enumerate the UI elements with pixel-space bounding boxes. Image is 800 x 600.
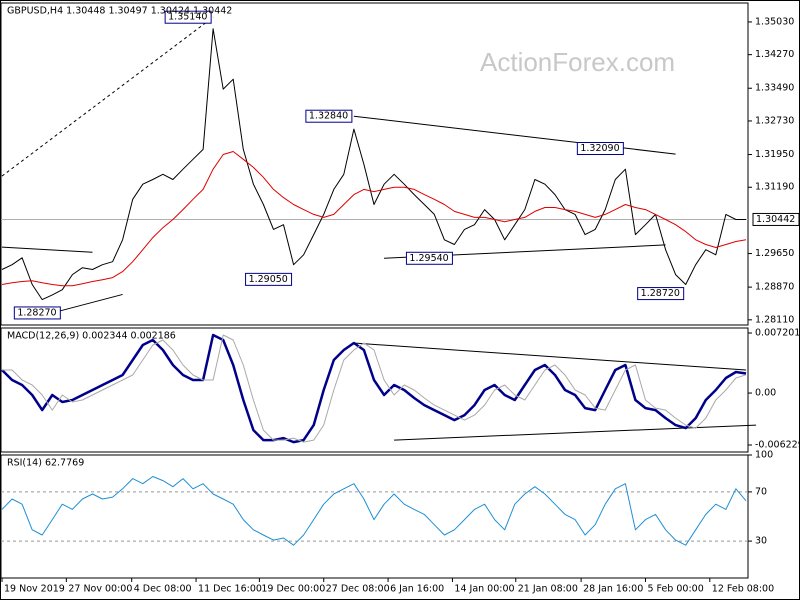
y-tick-label: 1.28110 xyxy=(755,314,794,325)
panel-title: MACD(12,26,9) 0.002344 0.002186 xyxy=(7,331,176,342)
panel-title: GBPUSD,H4 1.30448 1.30497 1.30424 1.3044… xyxy=(7,6,232,17)
x-tick-label: 28 Jan 16:00 xyxy=(583,584,643,595)
x-tick-label: 12 Feb 08:00 xyxy=(712,584,774,595)
annotation-box xyxy=(245,272,293,286)
annotation-label: 1.32090 xyxy=(580,143,619,154)
series-line xyxy=(1,151,747,287)
y-tick-label: 1.32730 xyxy=(755,115,794,126)
annotation-label: 1.29050 xyxy=(249,274,288,285)
y-tick-label: 100 xyxy=(755,450,773,461)
last-price-box xyxy=(752,212,800,226)
last-price-label: 1.30442 xyxy=(756,214,795,225)
x-tick-label: 27 Dec 08:00 xyxy=(326,584,390,595)
y-tick-label: 1.31950 xyxy=(755,149,794,160)
series-line xyxy=(1,476,747,546)
x-tick-label: 14 Jan 00:00 xyxy=(454,584,514,595)
x-tick-label: 21 Jan 08:00 xyxy=(518,584,578,595)
y-tick-label: -0.006229 xyxy=(755,439,800,450)
series-line xyxy=(1,333,747,444)
panel xyxy=(0,454,749,579)
x-tick-label: 4 Dec 08:00 xyxy=(134,584,192,595)
trendline xyxy=(353,342,747,371)
x-tick-label: 6 Jan 16:00 xyxy=(390,584,444,595)
y-tick-label: 1.29650 xyxy=(755,248,794,259)
panel-title: RSI(14) 62.7769 xyxy=(7,458,84,469)
annotation-box xyxy=(164,10,212,24)
x-tick-label: 19 Nov 2019 xyxy=(4,584,65,595)
trendline xyxy=(52,293,123,314)
annotation-label: 1.35140 xyxy=(168,12,207,23)
panel xyxy=(0,2,749,326)
y-tick-label: 0.007201 xyxy=(755,327,800,338)
y-tick-label: 0.00 xyxy=(755,388,776,399)
series-line xyxy=(2,334,747,443)
annotation-box xyxy=(305,109,353,123)
watermark: ActionForex.com xyxy=(480,47,675,77)
annotation-label: 1.29540 xyxy=(409,253,448,264)
annotation-label: 1.28720 xyxy=(641,288,680,299)
annotation-box xyxy=(405,251,453,265)
annotation-box xyxy=(637,287,685,301)
x-tick-label: 19 Dec 00:00 xyxy=(261,584,325,595)
annotation-box xyxy=(576,142,624,156)
y-tick-label: 70 xyxy=(755,486,767,497)
y-tick-label: 30 xyxy=(755,536,767,547)
y-tick-label: 1.28870 xyxy=(755,282,794,293)
y-tick-label: 1.33490 xyxy=(755,83,794,94)
x-tick-label: 5 Feb 00:00 xyxy=(647,584,703,595)
x-tick-label: 11 Dec 16:00 xyxy=(198,584,262,595)
trendline xyxy=(1,246,93,253)
y-tick-label: 1.31190 xyxy=(755,182,794,193)
y-tick-label: 1.34270 xyxy=(755,49,794,60)
x-tick-label: 27 Nov 00:00 xyxy=(68,584,132,595)
annotation-box xyxy=(13,306,61,320)
series-line xyxy=(1,28,746,301)
annotation-label: 1.28270 xyxy=(17,307,56,318)
y-tick-label: 1.35030 xyxy=(755,16,794,27)
annotation-label: 1.32840 xyxy=(309,111,348,122)
panel xyxy=(0,327,749,453)
trendline xyxy=(1,16,214,177)
